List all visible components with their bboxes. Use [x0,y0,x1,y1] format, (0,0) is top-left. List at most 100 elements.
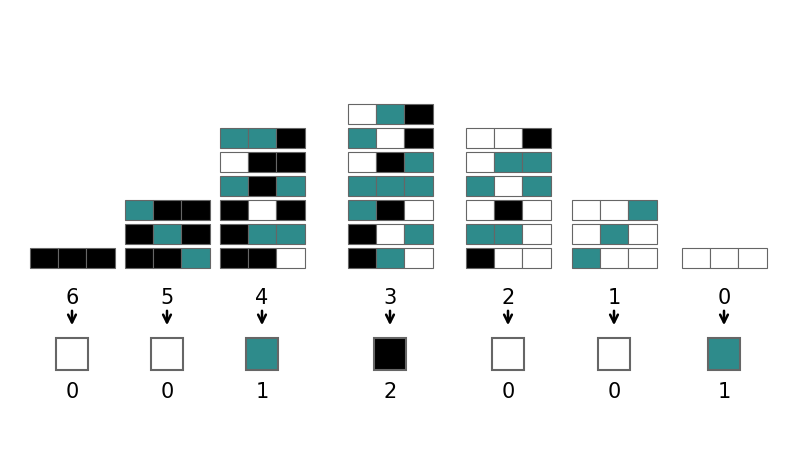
Bar [465,128,493,148]
Bar [220,128,248,148]
Bar [572,224,600,244]
Bar [708,338,740,370]
Bar [404,128,432,148]
Bar [628,200,657,220]
Bar [276,152,304,172]
Text: 1: 1 [717,382,731,402]
Bar [493,176,522,196]
Text: 0: 0 [717,288,731,308]
Bar [276,224,304,244]
Text: 2: 2 [502,288,514,308]
Bar [628,248,657,268]
Bar [376,104,404,124]
Bar [738,248,766,268]
Text: 6: 6 [65,288,79,308]
Bar [86,248,114,268]
Bar [404,224,432,244]
Bar [404,104,432,124]
Bar [348,152,376,172]
Bar [600,248,628,268]
Bar [248,128,276,148]
Bar [248,224,276,244]
Bar [493,200,522,220]
Bar [248,152,276,172]
Bar [493,248,522,268]
Text: 5: 5 [160,288,174,308]
Bar [276,128,304,148]
Bar [492,338,524,370]
Bar [125,224,153,244]
Text: 0: 0 [608,382,621,402]
Bar [465,248,493,268]
Bar [493,224,522,244]
Bar [404,176,432,196]
Bar [248,176,276,196]
Text: 0: 0 [65,382,79,402]
Bar [248,248,276,268]
Bar [682,248,710,268]
Text: 2: 2 [383,382,397,402]
Bar [181,200,209,220]
Bar [465,176,493,196]
Bar [465,200,493,220]
Text: 1: 1 [608,288,621,308]
Bar [348,248,376,268]
Bar [220,200,248,220]
Bar [710,248,738,268]
Bar [276,200,304,220]
Bar [522,152,551,172]
Bar [376,248,404,268]
Bar [522,128,551,148]
Text: 4: 4 [255,288,269,308]
Bar [220,152,248,172]
Bar [374,338,406,370]
Text: 0: 0 [502,382,514,402]
Bar [348,200,376,220]
Bar [465,224,493,244]
Bar [522,248,551,268]
Bar [376,224,404,244]
Bar [58,248,86,268]
Bar [248,200,276,220]
Bar [572,200,600,220]
Bar [220,176,248,196]
Bar [276,176,304,196]
Bar [522,224,551,244]
Bar [598,338,630,370]
Bar [56,338,88,370]
Bar [153,200,181,220]
Bar [493,128,522,148]
Text: 1: 1 [255,382,269,402]
Bar [181,248,209,268]
Bar [376,128,404,148]
Bar [404,200,432,220]
Bar [153,224,181,244]
Bar [220,248,248,268]
Bar [153,248,181,268]
Bar [125,200,153,220]
Bar [600,224,628,244]
Bar [276,248,304,268]
Bar [151,338,183,370]
Bar [465,152,493,172]
Bar [246,338,278,370]
Bar [404,152,432,172]
Bar [125,248,153,268]
Text: 0: 0 [160,382,174,402]
Bar [628,224,657,244]
Bar [348,104,376,124]
Bar [376,200,404,220]
Bar [493,152,522,172]
Bar [522,176,551,196]
Bar [572,248,600,268]
Bar [220,224,248,244]
Bar [376,152,404,172]
Bar [30,248,58,268]
Bar [348,224,376,244]
Bar [348,128,376,148]
Bar [348,176,376,196]
Bar [600,200,628,220]
Bar [181,224,209,244]
Text: 3: 3 [383,288,397,308]
Bar [522,200,551,220]
